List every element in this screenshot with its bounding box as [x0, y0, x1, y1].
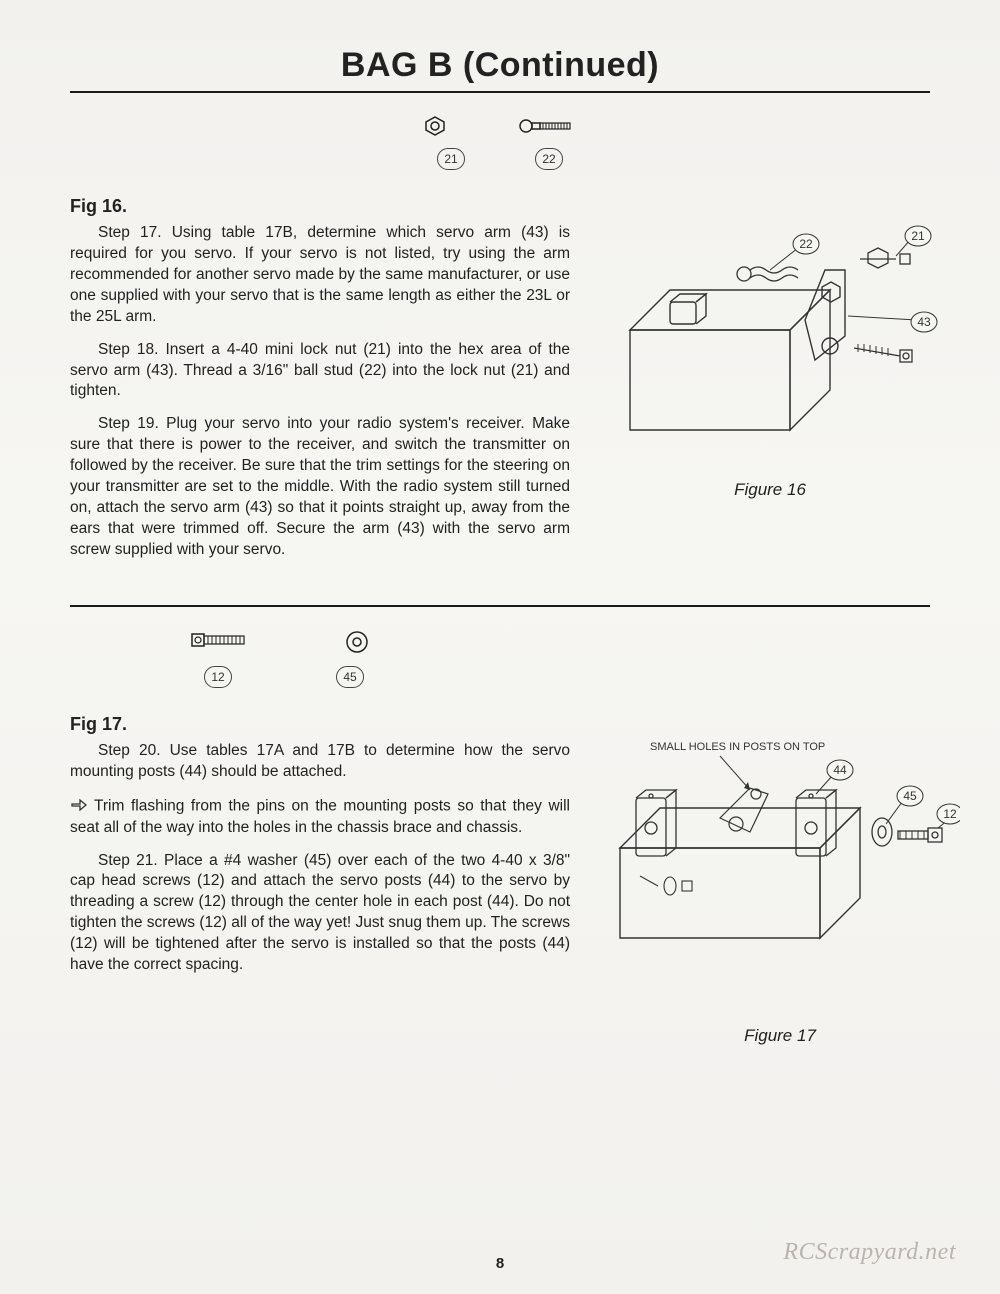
nut-icon — [422, 115, 448, 142]
figure-16-drawing: 22 21 43 — [600, 210, 940, 470]
figure-17-caption: Figure 17 — [600, 1026, 960, 1046]
text-col-17: Fig 17. Step 20. Use tables 17A and 17B … — [70, 714, 570, 1046]
parts-labels-16: 21 22 — [70, 148, 930, 170]
section-fig17: 12 45 Fig 17. Step 20. Use tables 17A an… — [70, 629, 930, 1046]
section-fig16: 21 22 Fig 16. Step 17. Using table 17B, … — [70, 115, 930, 573]
callout-22: 22 — [799, 237, 813, 251]
fig17-heading: Fig 17. — [70, 714, 570, 735]
parts-labels-17: 12 45 — [70, 666, 930, 688]
step-17: Step 17. Using table 17B, determine whic… — [70, 223, 570, 328]
part-label-22: 22 — [535, 148, 563, 170]
fig16-heading: Fig 16. — [70, 196, 570, 217]
step-18: Step 18. Insert a 4-40 mini lock nut (21… — [70, 340, 570, 403]
watermark: RCScrapyard.net — [783, 1239, 956, 1266]
part-label-21: 21 — [437, 148, 465, 170]
callout-45: 45 — [903, 789, 917, 803]
step-20: Step 20. Use tables 17A and 17B to deter… — [70, 741, 570, 783]
figure-17-area: SMALL HOLES IN POSTS ON TOP — [600, 714, 960, 1046]
pointing-hand-icon — [70, 795, 88, 818]
part-label-12: 12 — [204, 666, 232, 688]
figure-16-area: 22 21 43 Figure 16 — [600, 196, 940, 573]
parts-icons-17 — [70, 629, 930, 660]
ball-stud-icon — [518, 115, 578, 142]
cap-screw-icon — [190, 629, 254, 660]
step-21: Step 21. Place a #4 washer (45) over eac… — [70, 851, 570, 977]
part-label-45: 45 — [336, 666, 364, 688]
callout-44: 44 — [833, 763, 847, 777]
figure-16-caption: Figure 16 — [600, 480, 940, 500]
title-rule — [70, 91, 930, 93]
page-title: BAG B (Continued) — [70, 46, 930, 85]
figure-17-drawing: SMALL HOLES IN POSTS ON TOP — [600, 728, 960, 998]
step-19: Step 19. Plug your servo into your radio… — [70, 414, 570, 560]
text-col-16: Fig 16. Step 17. Using table 17B, determ… — [70, 196, 570, 573]
callout-43: 43 — [917, 315, 931, 329]
parts-icons-16 — [70, 115, 930, 142]
tip-paragraph: Trim flashing from the pins on the mount… — [70, 795, 570, 839]
annotation-text: SMALL HOLES IN POSTS ON TOP — [650, 741, 825, 753]
section-divider — [70, 605, 930, 607]
callout-21: 21 — [911, 229, 925, 243]
washer-icon — [344, 629, 370, 660]
callout-12: 12 — [943, 807, 957, 821]
manual-page: BAG B (Continued) — [0, 0, 1000, 1294]
tip-text: Trim flashing from the pins on the mount… — [70, 797, 570, 835]
